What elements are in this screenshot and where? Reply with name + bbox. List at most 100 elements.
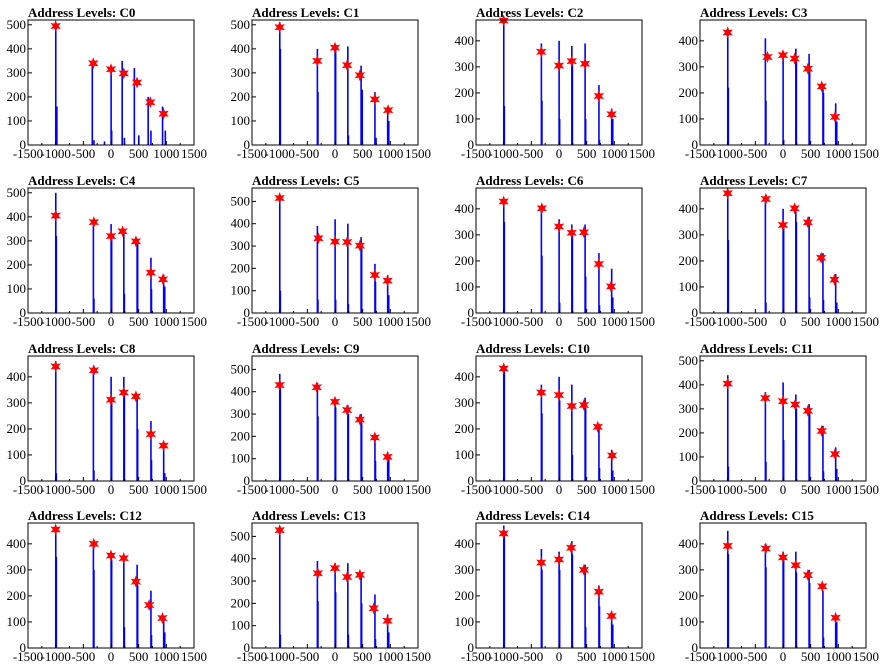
panel-title: Address Levels: C5 xyxy=(252,173,360,188)
histogram-bar xyxy=(93,140,95,145)
peak-star-marker xyxy=(50,523,61,536)
peak-star-marker xyxy=(329,395,341,408)
y-tick-label: 300 xyxy=(455,59,475,74)
histogram-bar xyxy=(360,246,363,313)
peak-star-marker xyxy=(105,230,117,243)
y-tick-label: 100 xyxy=(7,113,27,128)
x-tick-label: -1000 xyxy=(40,314,70,329)
panel-c6: Address Levels: C6-1500-1000 -500 0 500 1000… xyxy=(455,173,656,329)
peak-star-marker xyxy=(760,392,771,405)
x-tick-label: 1500 xyxy=(629,482,655,497)
y-tick-label: 0 xyxy=(468,305,475,320)
x-tick-label: 500 xyxy=(129,649,149,664)
x-tick-label: 1500 xyxy=(853,482,879,497)
histogram-bar xyxy=(133,68,136,145)
panel-title: Address Levels: C12 xyxy=(28,508,142,523)
panel-title: Address Levels: C8 xyxy=(28,341,136,356)
panel-c7: Address Levels: C7-1500-1000 -500 0 500 1000… xyxy=(679,173,880,329)
x-tick-label: 0 xyxy=(780,649,787,664)
histogram-bar xyxy=(726,27,729,146)
peak-star-marker xyxy=(158,439,169,452)
histogram-bar xyxy=(822,425,824,481)
histogram-bar xyxy=(611,297,614,314)
histogram-bar xyxy=(808,408,811,481)
x-tick-label: -500 xyxy=(743,649,767,664)
histogram-bar xyxy=(502,22,505,146)
x-tick-label: -1500 xyxy=(13,482,43,497)
peak-star-marker xyxy=(829,448,841,461)
x-tick-label: -1000 xyxy=(264,314,294,329)
y-tick-label: 500 xyxy=(231,361,251,376)
histogram-bar xyxy=(571,229,574,313)
y-tick-label: 300 xyxy=(7,395,27,410)
y-tick-label: 100 xyxy=(231,618,251,633)
histogram-bar xyxy=(584,43,586,145)
peak-star-marker xyxy=(802,404,814,417)
histogram-bar xyxy=(835,621,838,648)
x-tick-label: 1500 xyxy=(629,314,655,329)
peak-star-marker xyxy=(311,381,322,394)
histogram-bar xyxy=(598,423,600,481)
histogram-bar xyxy=(808,297,811,314)
panel-c9: Address Levels: C9-1500-1000 -500 0 500 1000… xyxy=(231,341,432,497)
y-tick-label: 300 xyxy=(7,65,27,80)
panel-title: Address Levels: C7 xyxy=(700,173,808,188)
peak-star-marker xyxy=(312,54,323,67)
peak-star-marker xyxy=(566,55,577,68)
y-tick-label: 100 xyxy=(679,449,699,464)
histogram-bar xyxy=(334,407,337,481)
y-tick-label: 300 xyxy=(231,238,251,253)
peak-star-marker xyxy=(578,226,590,239)
peak-star-marker xyxy=(145,428,157,441)
panel-title: Address Levels: C1 xyxy=(252,5,359,20)
y-tick-label: 200 xyxy=(7,588,27,603)
x-tick-label: 1000 xyxy=(377,482,403,497)
x-tick-label: 500 xyxy=(129,146,149,161)
histogram-bar xyxy=(93,298,95,313)
histogram-bar xyxy=(136,585,139,648)
y-tick-label: 200 xyxy=(679,253,699,268)
panel-c2: Address Levels: C2-1500-1000 -500 0 500 1000… xyxy=(455,5,656,161)
x-tick-label: 1500 xyxy=(405,482,431,497)
y-tick-label: 200 xyxy=(231,428,251,443)
histogram-bar xyxy=(611,624,614,648)
histogram-bar xyxy=(386,275,389,313)
histogram-bar xyxy=(92,366,95,481)
peak-star-marker xyxy=(566,226,577,239)
histogram-bar xyxy=(782,139,785,145)
x-tick-label: 0 xyxy=(556,482,563,497)
histogram-bar xyxy=(123,395,126,481)
y-tick-label: 100 xyxy=(455,447,475,462)
histogram-bar xyxy=(727,87,730,145)
histogram-bar xyxy=(610,449,613,481)
histogram-bar xyxy=(386,451,389,481)
peak-star-marker xyxy=(382,450,393,463)
peak-star-marker xyxy=(829,110,841,123)
panel-c13: Address Levels: C13 -1500-1000 -500 0 500 100… xyxy=(231,508,432,664)
peak-star-marker xyxy=(760,542,772,555)
histogram-bar xyxy=(163,286,166,313)
y-tick-label: 0 xyxy=(692,305,699,320)
x-tick-label: -1500 xyxy=(13,146,43,161)
histogram-bar xyxy=(121,60,123,146)
y-tick-label: 0 xyxy=(20,305,27,320)
histogram-bar xyxy=(123,231,125,313)
peak-star-marker xyxy=(816,424,827,438)
peak-star-marker xyxy=(131,76,143,89)
histogram-bar xyxy=(164,130,167,145)
panel-title: Address Levels: C2 xyxy=(476,5,583,20)
histogram-bar xyxy=(558,40,560,145)
peak-star-marker xyxy=(157,612,168,625)
histogram-bar xyxy=(541,413,543,481)
y-tick-label: 300 xyxy=(455,562,475,577)
y-tick-label: 200 xyxy=(455,588,475,603)
peak-star-marker xyxy=(722,539,733,552)
peak-star-marker xyxy=(88,364,100,377)
histogram-bar xyxy=(571,384,573,481)
histogram-bar xyxy=(317,601,319,649)
histogram-bar xyxy=(822,253,824,313)
peak-star-marker xyxy=(592,420,603,433)
histogram-bar xyxy=(123,293,126,313)
y-tick-label: 200 xyxy=(7,421,27,436)
histogram-bar xyxy=(91,65,94,145)
